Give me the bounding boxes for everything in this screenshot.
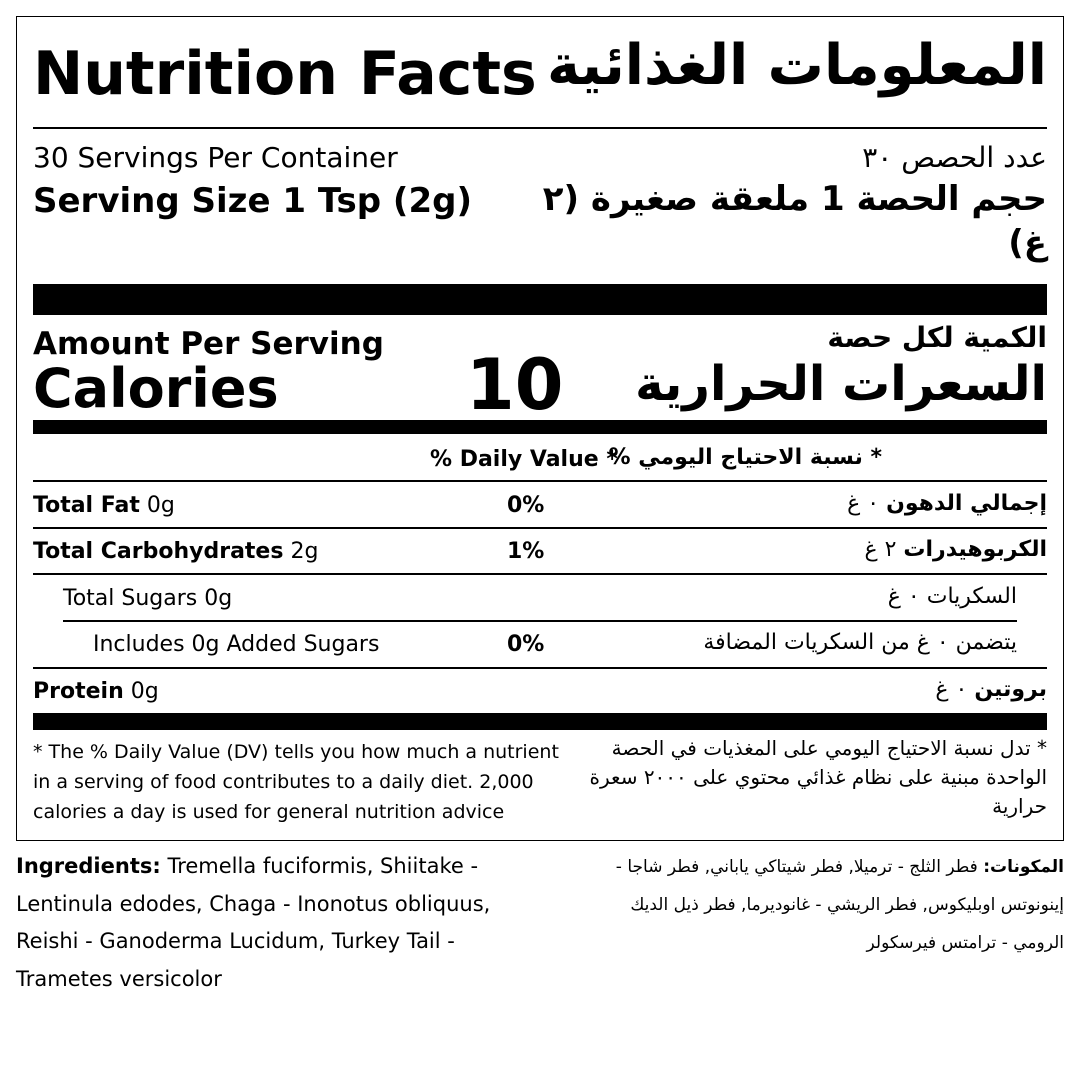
nutrient-amount: 2g	[290, 539, 319, 564]
ingredients-line: إينونوتس اوبليكوس, فطر الريشي - غانوديرم…	[630, 895, 1064, 915]
nutrient-row-protein-ar: بروتين ٠ غ	[935, 679, 1047, 701]
thick-bar	[33, 284, 1047, 315]
thick-bar	[33, 713, 1047, 730]
nutrient-name: Protein	[33, 679, 124, 704]
ingredients-line: الرومي - ترامتس فيرسكولر	[866, 933, 1064, 953]
nutrient-row-sugars-ar: السكريات ٠ غ	[887, 584, 1017, 609]
calories-value: 10	[466, 344, 564, 426]
divider	[63, 620, 1017, 622]
dv-value: 1%	[507, 539, 545, 564]
nutrient-row-added-sugars: Includes 0g Added Sugars	[93, 632, 380, 657]
divider	[33, 573, 1047, 575]
footnote-line: * تدل نسبة الاحتياج اليومي على المغذيات …	[611, 736, 1047, 760]
divider	[33, 527, 1047, 529]
footnote-line: * The % Daily Value (DV) tells you how m…	[33, 741, 559, 763]
serving-size-en: Serving Size 1 Tsp (2g)	[33, 181, 472, 221]
divider	[33, 127, 1047, 129]
nutrient-name-ar: بروتين	[974, 677, 1047, 702]
nutrient-row-carbs-ar: الكربوهيدرات ٢ غ	[864, 539, 1047, 561]
divider	[33, 667, 1047, 669]
ingredients-line: Tremella fuciformis, Shiitake -	[167, 854, 479, 878]
footnote-line: الواحدة مبنية على نظام غذائي محتوي على ٢…	[589, 765, 1047, 789]
divider	[33, 480, 1047, 482]
ingredients-line: Reishi - Ganoderma Lucidum, Turkey Tail …	[16, 929, 455, 953]
nutrient-row-carbs: Total Carbohydrates 2g	[33, 541, 318, 563]
nutrition-label	[16, 16, 1064, 841]
ingredients-ar: المكونات: فطر الثلج - ترميلا, فطر شيتاكي…	[616, 848, 1064, 962]
nutrient-amount-ar: ٠ غ	[847, 491, 880, 516]
ingredients-label: Ingredients:	[16, 854, 161, 878]
footnote-line: in a serving of food contributes to a da…	[33, 771, 534, 793]
calories-label-ar: السعرات الحرارية	[635, 356, 1047, 412]
nutrient-row-sugars: Total Sugars 0g	[63, 586, 233, 611]
ingredients-line: Lentinula edodes, Chaga - Inonotus obliq…	[16, 891, 491, 916]
nutrient-name: Total Carbohydrates	[33, 539, 284, 564]
nutrient-amount: 0g	[146, 493, 175, 518]
ingredients-en: Ingredients: Tremella fuciformis, Shiita…	[16, 848, 490, 998]
servings-en: 30 Servings Per Container	[33, 141, 398, 174]
dv-value: 0%	[507, 632, 545, 657]
nutrient-amount-ar: ٠ غ	[935, 677, 968, 702]
ingredients-label-ar: المكونات:	[983, 857, 1064, 877]
dv-header-en: % Daily Value *	[430, 447, 618, 472]
calories-label-en: Calories	[33, 357, 279, 420]
footnote-ar: * تدل نسبة الاحتياج اليومي على المغذيات …	[590, 734, 1047, 821]
nutrient-row-total-fat: Total Fat 0g	[33, 495, 175, 517]
footnote-en: * The % Daily Value (DV) tells you how m…	[33, 737, 559, 827]
serving-size-ar: حجم الحصة 1 ملعقة صغيرة (٢	[542, 179, 1047, 219]
servings-ar: عدد الحصص ٣٠	[862, 141, 1047, 174]
dv-header-ar: * نسبة الاحتياج اليومي %	[608, 445, 882, 470]
medium-bar	[33, 420, 1047, 434]
nutrient-name-ar: الكربوهيدرات	[903, 537, 1047, 562]
nutrient-name-ar: إجمالي الدهون	[886, 491, 1047, 516]
footnote-line: حرارية	[992, 794, 1047, 818]
title-ar: المعلومات الغذائية	[546, 33, 1047, 98]
nutrient-amount: 0g	[130, 679, 159, 704]
nutrient-row-total-fat-ar: إجمالي الدهون ٠ غ	[847, 493, 1047, 515]
title-en: Nutrition Facts	[33, 39, 537, 109]
serving-size-ar-2: غ)	[1008, 223, 1047, 263]
nutrient-name: Total Fat	[33, 493, 140, 518]
nutrient-row-protein: Protein 0g	[33, 681, 159, 703]
ingredients-line: Trametes versicolor	[16, 966, 222, 991]
ingredients-line: فطر الثلج - ترميلا, فطر شيتاكي ياباني, ف…	[615, 857, 978, 877]
amount-en: Amount Per Serving	[33, 326, 384, 362]
nutrient-amount-ar: ٢ غ	[864, 537, 897, 562]
nutrient-row-added-sugars-ar: يتضمن ٠ غ من السكريات المضافة	[703, 630, 1017, 655]
footnote-line: calories a day is used for general nutri…	[33, 801, 505, 823]
amount-ar: الكمية لكل حصة	[827, 321, 1047, 354]
dv-value: 0%	[507, 493, 545, 518]
